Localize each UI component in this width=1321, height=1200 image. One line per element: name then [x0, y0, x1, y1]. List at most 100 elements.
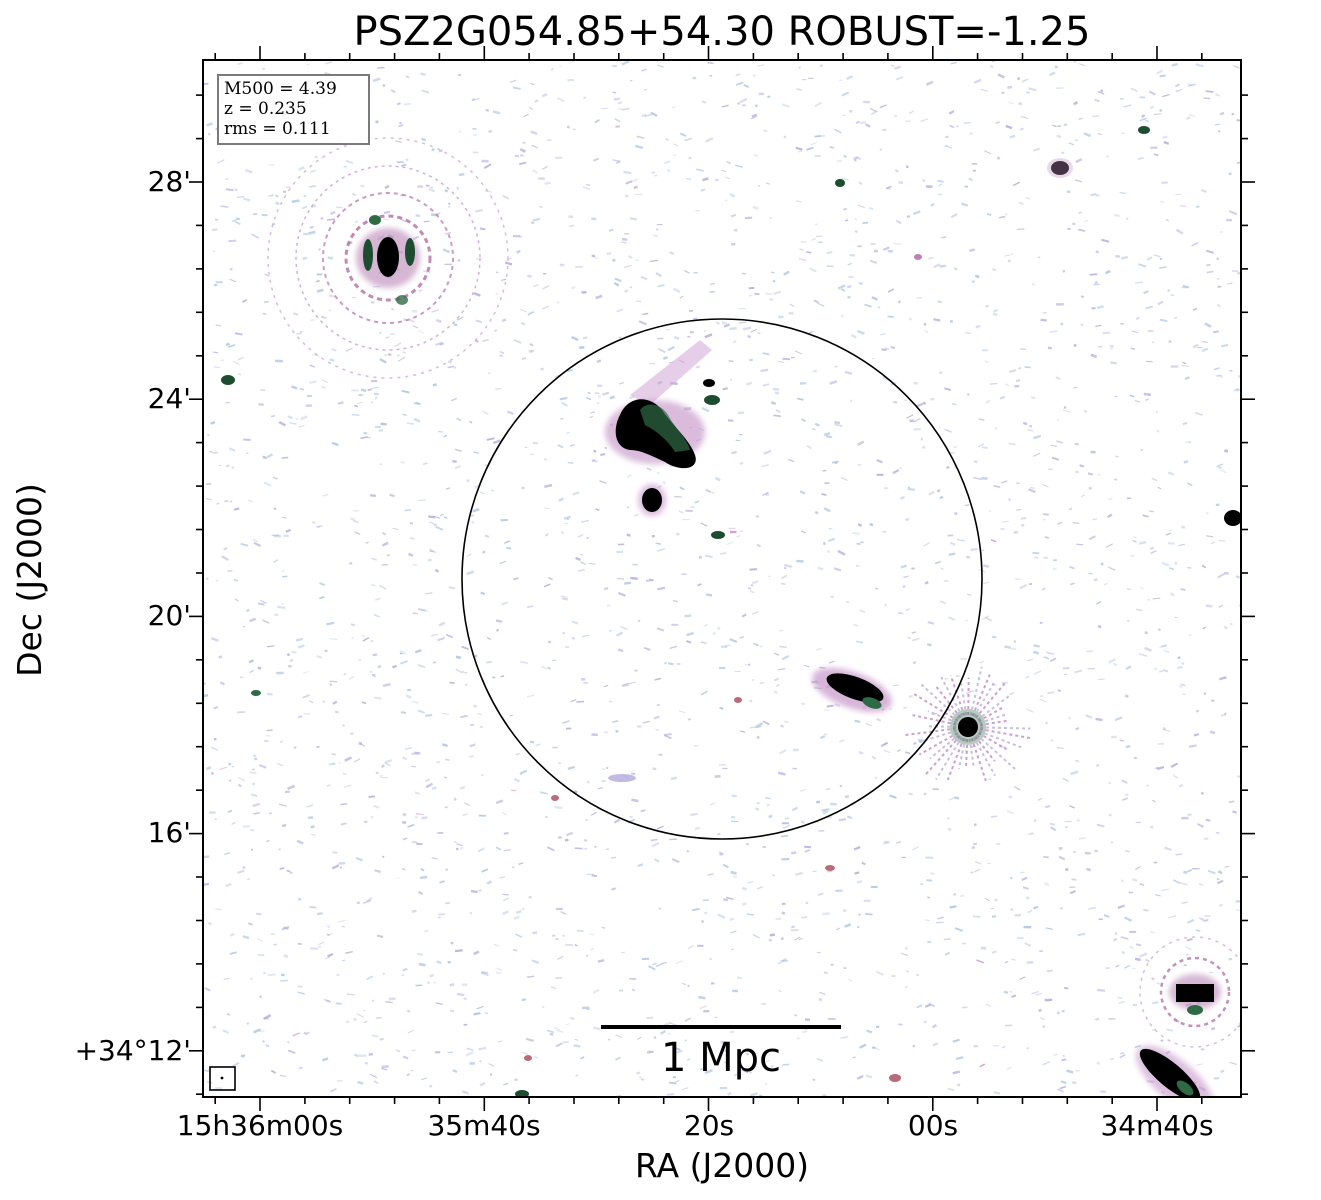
- x-tick-label: 34m40s: [1100, 1109, 1214, 1142]
- noise-speck: [253, 541, 261, 547]
- noise-speck: [448, 586, 456, 590]
- noise-speck: [830, 595, 834, 598]
- noise-speck: [360, 184, 365, 188]
- noise-speck: [865, 1074, 873, 1079]
- noise-speck: [889, 794, 897, 799]
- noise-speck: [1121, 950, 1125, 955]
- noise-speck: [452, 459, 457, 464]
- noise-speck: [414, 649, 422, 654]
- noise-speck: [679, 295, 684, 299]
- noise-speck: [229, 932, 235, 937]
- noise-speck: [847, 285, 852, 289]
- noise-speck: [429, 1084, 433, 1088]
- noise-speck: [316, 525, 321, 529]
- artefact-ray: [978, 706, 1005, 723]
- noise-speck: [641, 113, 647, 118]
- noise-speck: [1125, 665, 1132, 671]
- artefact-ray: [979, 726, 1031, 730]
- noise-speck: [531, 959, 540, 964]
- noise-speck: [418, 890, 424, 895]
- noise-speck: [1060, 322, 1064, 326]
- redshift-label: z = 0.235: [224, 99, 307, 119]
- noise-speck: [558, 497, 565, 502]
- noise-speck: [292, 1032, 301, 1037]
- noise-speck: [1216, 879, 1224, 885]
- noise-speck: [263, 971, 266, 974]
- noise-speck: [370, 494, 376, 497]
- noise-speck: [1025, 196, 1031, 200]
- noise-speck: [1217, 285, 1222, 288]
- noise-speck: [954, 512, 958, 516]
- noise-speck: [1061, 1058, 1067, 1062]
- noise-speck: [675, 1079, 680, 1083]
- noise-speck: [791, 806, 799, 812]
- noise-speck: [863, 899, 871, 902]
- noise-speck: [913, 427, 922, 431]
- noise-speck: [856, 329, 865, 335]
- noise-speck: [1204, 322, 1212, 328]
- noise-speck: [995, 121, 1000, 124]
- noise-speck: [846, 74, 853, 81]
- noise-speck: [635, 1071, 641, 1075]
- noise-speck: [1140, 449, 1144, 451]
- noise-speck: [544, 181, 551, 185]
- noise-speck: [287, 415, 293, 420]
- noise-speck: [429, 973, 435, 978]
- noise-speck: [854, 217, 858, 221]
- noise-speck: [920, 118, 929, 123]
- noise-speck: [1142, 514, 1149, 518]
- noise-speck: [777, 989, 782, 993]
- noise-speck: [1161, 181, 1168, 184]
- noise-speck: [1195, 205, 1200, 209]
- noise-speck: [1105, 269, 1111, 275]
- noise-speck: [821, 493, 827, 496]
- noise-speck: [993, 1045, 999, 1047]
- noise-speck: [1151, 477, 1158, 482]
- artefact-ray: [972, 737, 996, 777]
- noise-speck: [933, 263, 941, 269]
- noise-speck: [253, 754, 257, 757]
- noise-speck: [924, 330, 929, 333]
- noise-speck: [1199, 917, 1205, 921]
- noise-speck: [415, 813, 424, 816]
- noise-speck: [1183, 460, 1189, 464]
- noise-speck: [907, 636, 912, 640]
- noise-speck: [855, 564, 860, 567]
- noise-speck: [544, 533, 549, 537]
- noise-speck: [1193, 733, 1200, 737]
- noise-speck: [532, 169, 538, 174]
- noise-speck: [501, 318, 507, 323]
- noise-speck: [1178, 783, 1184, 788]
- noise-speck: [521, 486, 525, 490]
- noise-speck: [1224, 571, 1229, 575]
- noise-speck: [1173, 316, 1178, 319]
- noise-speck: [381, 1065, 389, 1069]
- noise-speck: [582, 185, 591, 191]
- noise-speck: [856, 542, 861, 546]
- noise-speck: [305, 404, 312, 407]
- noise-speck: [994, 898, 998, 902]
- noise-speck: [371, 301, 375, 304]
- noise-speck: [225, 882, 232, 887]
- noise-speck: [495, 292, 498, 295]
- noise-speck: [734, 228, 738, 232]
- noise-speck: [1125, 850, 1130, 853]
- noise-speck: [1188, 744, 1197, 748]
- noise-speck: [996, 156, 1001, 160]
- noise-speck: [922, 178, 926, 183]
- noise-speck: [1132, 539, 1137, 543]
- noise-speck: [1157, 628, 1161, 632]
- noise-speck: [1110, 361, 1117, 365]
- noise-speck: [1181, 525, 1185, 529]
- noise-speck: [973, 476, 982, 481]
- noise-speck: [990, 539, 997, 543]
- noise-speck: [1155, 411, 1159, 414]
- noise-speck: [550, 985, 557, 990]
- noise-speck: [213, 351, 219, 354]
- noise-speck: [591, 733, 598, 737]
- noise-speck: [427, 558, 432, 562]
- noise-speck: [705, 593, 713, 597]
- noise-speck: [285, 185, 291, 189]
- noise-speck: [281, 973, 285, 977]
- noise-speck: [730, 870, 737, 875]
